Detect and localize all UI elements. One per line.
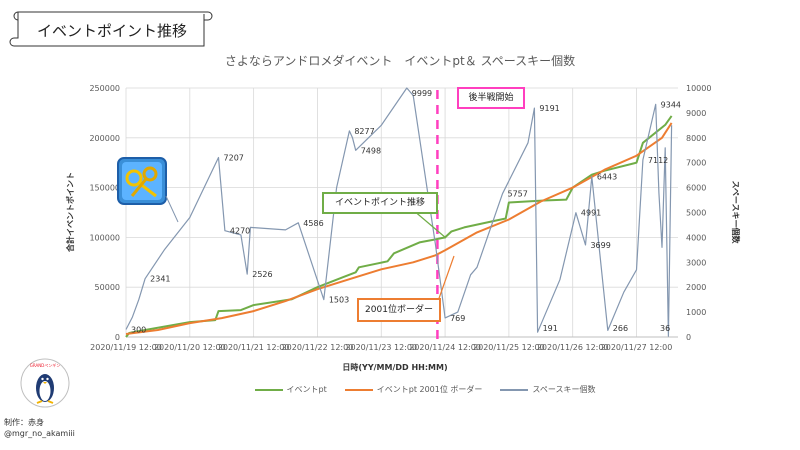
legend-item-space-key: スペースキー個数 [500,384,595,395]
y2-tick-label: 9000 [686,109,706,118]
y2-axis-label: スペースキー個数 [731,180,741,244]
x-tick-label: 2020/11/22 12:00 [282,343,354,352]
credit: 制作：赤身 @mgr_no_akamiii [4,417,75,439]
y2-tick-label: 7000 [686,159,706,168]
legend-item-border: イベントpt 2001位 ボーダー [344,384,483,395]
y2-tick-label: 8000 [686,134,706,143]
logo-text: GRANDペンギン [30,362,61,368]
series-event-pt [125,115,673,338]
y-tick-label: 250000 [89,84,120,93]
y-tick-label: 200000 [89,134,120,143]
data-label: 9344 [661,100,681,109]
data-label: 2526 [252,270,272,279]
x-tick-label: 2020/11/24 12:00 [409,343,481,352]
y-axis-ticks: 0 50000 100000 150000 200000 250000 [89,84,120,342]
y2-tick-label: 1000 [686,308,706,317]
item-icon-pointer [165,195,179,223]
event-pt-callout: イベントポイント推移 [322,192,438,214]
y2-tick-label: 0 [686,333,691,342]
data-label: 4270 [230,227,250,236]
legend-label: イベントpt [286,385,327,394]
x-tick-label: 2020/11/27 12:00 [601,343,673,352]
x-tick-label: 2020/11/25 12:00 [473,343,545,352]
data-label: 4586 [303,219,323,228]
data-label: 4991 [581,209,601,218]
data-label: 769 [450,314,465,323]
x-axis-label: 日時(YY/MM/DD HH:MM) [342,362,447,372]
y2-tick-label: 10000 [686,84,711,93]
legend-label: イベントpt 2001位 ボーダー [376,385,483,394]
y-tick-label: 50000 [95,283,120,292]
data-label: 5757 [508,190,528,199]
border-callout: 2001位ボーダー [357,298,441,322]
data-label: 266 [613,324,628,333]
legend-swatch [500,388,529,391]
y2-tick-label: 5000 [686,209,706,218]
data-label: 7207 [224,154,244,163]
penguin-logo-icon: GRANDペンギン [20,358,70,408]
data-labels: 300 2341 7207 4270 2526 4586 1503 8277 7498 9999 7… [131,89,681,335]
data-label: 7498 [361,146,381,155]
legend-swatch [344,388,373,391]
data-label: 3699 [590,241,610,250]
y-tick-label: 100000 [89,233,120,242]
credit-author: 制作：赤身 [4,418,44,427]
latter-half-callout: 後半戦開始 [457,87,525,109]
border-callout-arrow [436,255,455,305]
legend-label: スペースキー個数 [532,385,596,394]
x-tick-label: 2020/11/26 12:00 [537,343,609,352]
series-space-key [125,87,673,337]
y2-tick-label: 4000 [686,233,706,242]
series-lines [125,87,673,338]
data-label: 1503 [329,296,349,305]
data-label: 36 [660,324,670,333]
chart-legend: イベントpt イベントpt 2001位 ボーダー スペースキー個数 [225,384,625,395]
data-label: 7112 [648,156,668,165]
y2-tick-label: 6000 [686,184,706,193]
y-tick-label: 0 [115,333,120,342]
y2-tick-label: 3000 [686,258,706,267]
legend-item-event-pt: イベントpt [254,384,327,395]
x-tick-label: 2020/11/23 12:00 [345,343,417,352]
data-label: 9191 [539,104,559,113]
x-tick-label: 2020/11/20 12:00 [154,343,226,352]
credit-handle: @mgr_no_akamiii [4,429,75,438]
data-label: 191 [543,324,558,333]
y2-axis-ticks: 0 1000 2000 3000 4000 5000 6000 7000 8000 9000 100… [686,84,711,342]
y-axis-label: 合計イベントポイント [65,172,75,253]
x-tick-label: 2020/11/19 12:00 [90,343,162,352]
data-label: 300 [131,326,146,335]
banner-title: イベントポイント推移 [36,22,187,40]
data-label: 2341 [150,275,170,284]
x-tick-label: 2020/11/21 12:00 [218,343,290,352]
event-callout-arrow [412,209,447,239]
y-tick-label: 150000 [89,184,120,193]
data-label: 6443 [597,173,617,182]
data-label: 8277 [354,127,374,136]
legend-swatch [254,388,283,391]
title-banner [9,11,213,47]
chart-grid [125,87,678,338]
chart-title: さよならアンドロメダイベント イベントpt＆ スペースキー個数 [224,54,576,68]
space-key-item-icon [117,157,167,205]
series-border-2001 [125,122,673,335]
data-label: 9999 [412,89,432,98]
y2-tick-label: 2000 [686,283,706,292]
